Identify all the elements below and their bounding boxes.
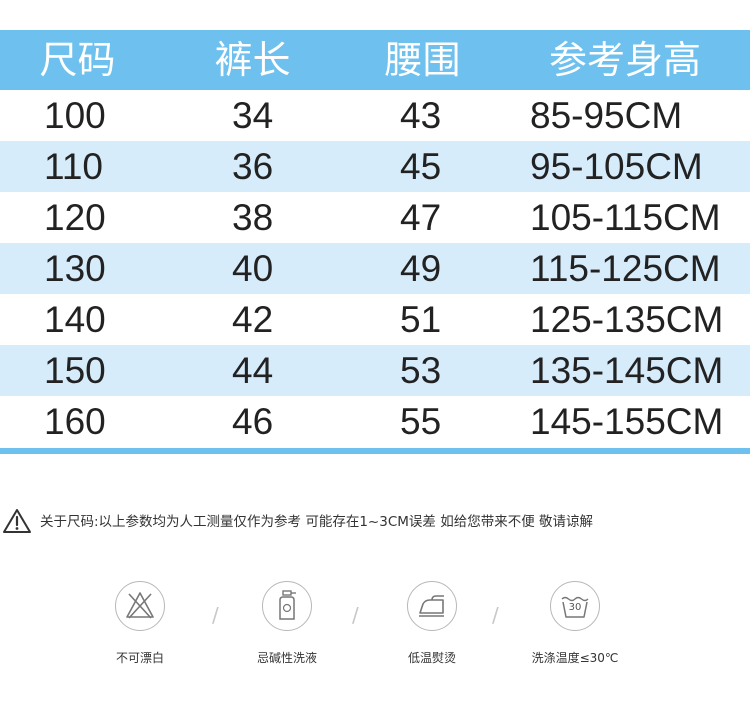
care-label: 不可漂白 — [115, 651, 164, 665]
length-cell: 46 — [232, 401, 274, 442]
height-cell: 135-145CM — [530, 350, 724, 391]
waist-cell: 45 — [400, 146, 442, 187]
care-label: 低温熨烫 — [407, 651, 456, 665]
waist-cell: 43 — [400, 95, 442, 136]
table-row: 130 40 49 115-125CM — [0, 243, 750, 294]
care-item-wash-30: 30 洗涤温度≤30℃ — [515, 575, 635, 685]
no-alkali-detergent-icon — [262, 581, 312, 631]
size-cell: 150 — [44, 350, 106, 391]
waist-cell: 55 — [400, 401, 442, 442]
table-bottom-divider — [0, 448, 750, 454]
header-size: 尺码 — [39, 38, 116, 82]
waist-cell: 49 — [400, 248, 442, 289]
table-row: 110 36 45 95-105CM — [0, 141, 750, 192]
separator: / — [492, 603, 499, 627]
height-cell: 95-105CM — [530, 146, 703, 187]
waist-cell: 47 — [400, 197, 442, 238]
care-label: 忌碱性洗液 — [256, 651, 317, 665]
length-cell: 38 — [232, 197, 274, 238]
care-label: 洗涤温度≤30℃ — [531, 651, 619, 665]
header-reference-height: 参考身高 — [548, 38, 701, 82]
separator: / — [352, 603, 359, 627]
height-cell: 85-95CM — [530, 95, 683, 136]
length-cell: 36 — [232, 146, 274, 187]
size-cell: 160 — [44, 401, 106, 442]
low-temp-iron-icon — [407, 581, 457, 631]
separator: / — [212, 603, 219, 627]
table-row: 150 44 53 135-145CM — [0, 345, 750, 396]
care-item-low-temp-iron: 低温熨烫 — [372, 575, 492, 685]
care-item-no-alkali: 忌碱性洗液 — [227, 575, 347, 685]
table-row: 120 38 47 105-115CM — [0, 192, 750, 243]
size-cell: 100 — [44, 95, 106, 136]
length-cell: 42 — [232, 299, 274, 340]
table-row: 160 46 55 145-155CM — [0, 396, 750, 447]
wash-temp-text: 30 — [568, 602, 582, 613]
size-table-header: 尺码 裤长 腰围 参考身高 — [0, 30, 750, 90]
height-cell: 145-155CM — [530, 401, 724, 442]
size-cell: 110 — [44, 146, 103, 187]
wash-30-icon: 30 — [550, 581, 600, 631]
height-cell: 125-135CM — [530, 299, 724, 340]
length-cell: 44 — [232, 350, 274, 391]
header-waist: 腰围 — [384, 38, 461, 82]
care-item-no-bleach: 不可漂白 — [80, 575, 200, 685]
table-row: 100 34 43 85-95CM — [0, 90, 750, 141]
length-cell: 40 — [232, 248, 274, 289]
header-pants-length: 裤长 — [214, 38, 291, 82]
size-cell: 120 — [44, 197, 106, 238]
size-cell: 140 — [44, 299, 106, 340]
size-cell: 130 — [44, 248, 106, 289]
waist-cell: 53 — [400, 350, 442, 391]
no-bleach-icon — [115, 581, 165, 631]
length-cell: 34 — [232, 95, 274, 136]
size-notice: 关于尺码:以上参数均为人工测量仅作为参考 可能存在1~3CM误差 如给您带来不便… — [0, 505, 750, 539]
height-cell: 115-125CM — [530, 248, 721, 289]
warning-triangle-icon — [2, 507, 32, 535]
table-row: 140 42 51 125-135CM — [0, 294, 750, 345]
waist-cell: 51 — [400, 299, 442, 340]
notice-text: 关于尺码:以上参数均为人工测量仅作为参考 可能存在1~3CM误差 如给您带来不便… — [40, 514, 593, 530]
height-cell: 105-115CM — [530, 197, 721, 238]
